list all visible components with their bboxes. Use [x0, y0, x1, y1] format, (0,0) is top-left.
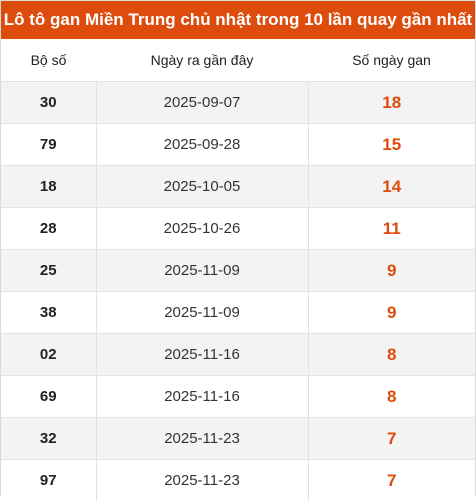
row-date: 2025-11-09: [96, 250, 308, 292]
row-date: 2025-10-26: [96, 208, 308, 250]
row-date: 2025-11-16: [96, 376, 308, 418]
row-number: 69: [1, 376, 96, 418]
header-number: Bộ số: [1, 39, 96, 82]
row-gan-days: 7: [308, 460, 475, 501]
row-number: 97: [1, 460, 96, 501]
row-date: 2025-09-28: [96, 124, 308, 166]
row-number: 18: [1, 166, 96, 208]
row-gan-days: 9: [308, 292, 475, 334]
row-date: 2025-10-05: [96, 166, 308, 208]
header-date: Ngày ra gần đây: [96, 39, 308, 82]
row-number: 30: [1, 82, 96, 124]
row-date: 2025-11-23: [96, 460, 308, 501]
panel-title: Lô tô gan Miền Trung chủ nhật trong 10 l…: [1, 1, 475, 39]
row-gan-days: 14: [308, 166, 475, 208]
row-number: 38: [1, 292, 96, 334]
row-gan-days: 9: [308, 250, 475, 292]
row-number: 79: [1, 124, 96, 166]
row-number: 28: [1, 208, 96, 250]
table-header-row: Bộ số Ngày ra gần đây Số ngày gan: [1, 39, 475, 82]
row-number: 25: [1, 250, 96, 292]
row-date: 2025-11-16: [96, 334, 308, 376]
row-gan-days: 11: [308, 208, 475, 250]
row-gan-days: 7: [308, 418, 475, 460]
row-date: 2025-09-07: [96, 82, 308, 124]
row-gan-days: 18: [308, 82, 475, 124]
row-date: 2025-11-09: [96, 292, 308, 334]
row-date: 2025-11-23: [96, 418, 308, 460]
row-number: 02: [1, 334, 96, 376]
header-days: Số ngày gan: [308, 39, 475, 82]
row-gan-days: 15: [308, 124, 475, 166]
row-gan-days: 8: [308, 376, 475, 418]
row-number: 32: [1, 418, 96, 460]
row-gan-days: 8: [308, 334, 475, 376]
